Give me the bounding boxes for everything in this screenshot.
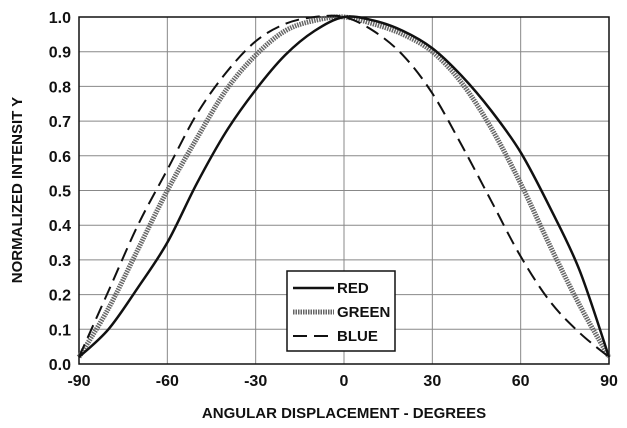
legend-label-blue: BLUE bbox=[337, 328, 378, 345]
y-tick-label: 0.8 bbox=[49, 79, 71, 96]
y-tick-label: 1.0 bbox=[49, 10, 71, 27]
y-tick-label: 0.1 bbox=[49, 322, 71, 339]
x-tick-label: 30 bbox=[423, 373, 441, 390]
legend-label-red: RED bbox=[337, 280, 369, 297]
x-tick-labels: -90 -60 -30 0 30 60 90 bbox=[67, 373, 618, 390]
x-tick-label: -30 bbox=[244, 373, 267, 390]
legend: RED GREEN BLUE bbox=[286, 270, 396, 352]
legend-box bbox=[286, 270, 396, 352]
y-tick-label: 0.6 bbox=[49, 149, 71, 166]
y-tick-label: 0.9 bbox=[49, 45, 71, 62]
y-tick-label: 0.5 bbox=[49, 184, 71, 201]
x-tick-label: 90 bbox=[600, 373, 618, 390]
series-line-blue bbox=[78, 14, 610, 358]
legend-label-green: GREEN bbox=[337, 304, 390, 321]
series-layer bbox=[76, 14, 612, 359]
x-tick-label: -90 bbox=[67, 373, 90, 390]
y-tick-labels: 0.0 0.1 0.2 0.3 0.4 0.5 0.6 0.7 0.8 0.9 1.0 bbox=[49, 10, 71, 374]
y-tick-label: 0.0 bbox=[49, 357, 71, 374]
x-tick-label: 0 bbox=[340, 373, 349, 390]
y-tick-label: 0.2 bbox=[49, 288, 71, 305]
y-axis-title: NORMALIZED INTENSIT Y bbox=[9, 97, 26, 283]
y-tick-label: 0.4 bbox=[49, 218, 71, 235]
y-tick-label: 0.7 bbox=[49, 114, 71, 131]
y-tick-label: 0.3 bbox=[49, 253, 71, 270]
x-axis-title: ANGULAR DISPLACEMENT - DEGREES bbox=[202, 405, 486, 422]
x-tick-label: 60 bbox=[512, 373, 530, 390]
x-tick-label: -60 bbox=[156, 373, 179, 390]
series-line-red bbox=[78, 15, 611, 358]
